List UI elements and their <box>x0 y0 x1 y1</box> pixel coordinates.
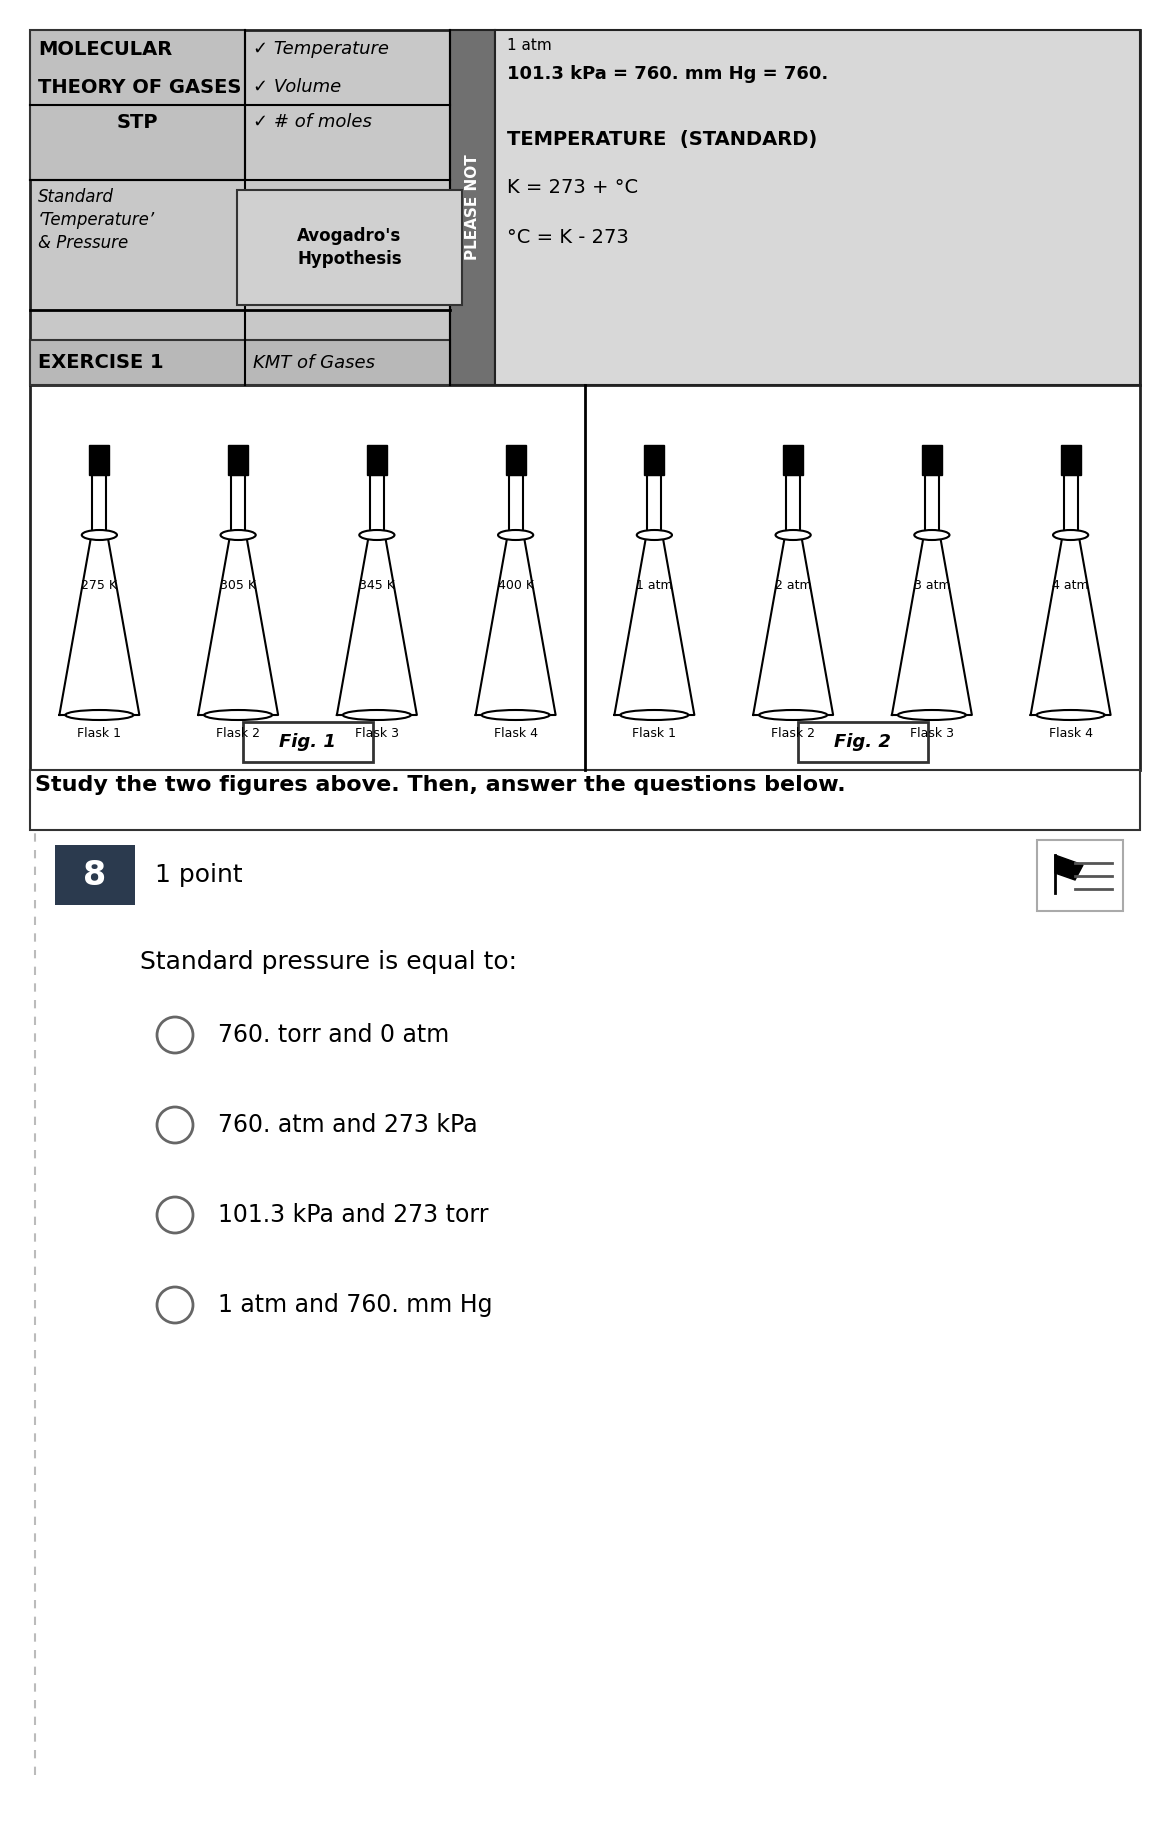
Polygon shape <box>647 474 661 535</box>
Text: STP: STP <box>117 113 159 131</box>
Text: Flask 1: Flask 1 <box>632 726 676 739</box>
Text: Flask 4: Flask 4 <box>493 726 538 739</box>
Bar <box>30 29 1140 385</box>
Polygon shape <box>1031 535 1111 715</box>
Text: 101.3 kPa and 273 torr: 101.3 kPa and 273 torr <box>218 1203 489 1226</box>
Polygon shape <box>645 445 665 475</box>
Text: Standard
‘Temperature’
& Pressure: Standard ‘Temperature’ & Pressure <box>38 188 155 252</box>
Text: Flask 2: Flask 2 <box>771 726 815 739</box>
Text: Avogadro's
Hypothesis: Avogadro's Hypothesis <box>297 226 402 268</box>
Text: ✓ Temperature: ✓ Temperature <box>253 40 389 58</box>
Text: ✓ Volume: ✓ Volume <box>253 78 342 97</box>
Text: 275 K: 275 K <box>82 579 118 591</box>
Bar <box>30 29 245 181</box>
Polygon shape <box>92 474 106 535</box>
Ellipse shape <box>204 710 272 721</box>
Ellipse shape <box>637 529 672 540</box>
Polygon shape <box>1055 854 1083 880</box>
Polygon shape <box>476 535 556 715</box>
Circle shape <box>157 1287 194 1323</box>
Ellipse shape <box>1037 710 1104 721</box>
Text: 400 K: 400 K <box>498 579 534 591</box>
Text: Flask 2: Flask 2 <box>216 726 260 739</box>
Bar <box>30 770 1140 830</box>
Bar <box>55 845 135 905</box>
Text: TEMPERATURE  (STANDARD): TEMPERATURE (STANDARD) <box>507 130 817 150</box>
Text: Study the two figures above. Then, answer the questions below.: Study the two figures above. Then, answe… <box>35 776 845 796</box>
Polygon shape <box>922 445 942 475</box>
Bar <box>30 339 450 385</box>
Polygon shape <box>370 474 384 535</box>
Ellipse shape <box>1053 529 1088 540</box>
Text: THEORY OF GASES: THEORY OF GASES <box>38 78 241 97</box>
Polygon shape <box>614 535 695 715</box>
Text: 760. atm and 273 kPa: 760. atm and 273 kPa <box>218 1113 478 1137</box>
Text: Fig. 1: Fig. 1 <box>279 734 336 752</box>
Polygon shape <box>508 474 522 535</box>
Ellipse shape <box>620 710 688 721</box>
Text: PLEASE NOT: PLEASE NOT <box>465 155 480 261</box>
Polygon shape <box>892 535 972 715</box>
Ellipse shape <box>82 529 117 540</box>
Polygon shape <box>1063 474 1077 535</box>
Text: 1 point: 1 point <box>155 863 243 887</box>
Text: ✓ # of moles: ✓ # of moles <box>253 113 372 131</box>
Text: 1 atm: 1 atm <box>507 38 552 53</box>
Polygon shape <box>229 445 248 475</box>
Text: MOLECULAR: MOLECULAR <box>38 40 173 58</box>
Ellipse shape <box>914 529 949 540</box>
Text: 3 atm: 3 atm <box>914 579 950 591</box>
Bar <box>237 190 462 305</box>
Ellipse shape <box>343 710 410 721</box>
Bar <box>30 385 1140 770</box>
Text: EXERCISE 1: EXERCISE 1 <box>38 352 163 372</box>
Text: Standard pressure is equal to:: Standard pressure is equal to: <box>140 951 517 975</box>
Polygon shape <box>506 445 526 475</box>
Ellipse shape <box>65 710 133 721</box>
Circle shape <box>157 1017 194 1053</box>
Circle shape <box>157 1197 194 1234</box>
Polygon shape <box>784 445 803 475</box>
Polygon shape <box>59 535 140 715</box>
Text: °C = K - 273: °C = K - 273 <box>507 228 628 246</box>
Ellipse shape <box>498 529 533 540</box>
Bar <box>798 723 927 763</box>
Polygon shape <box>337 535 417 715</box>
Text: 2 atm: 2 atm <box>775 579 812 591</box>
Text: Flask 1: Flask 1 <box>77 726 121 739</box>
Bar <box>450 29 496 385</box>
Text: 305 K: 305 K <box>220 579 257 591</box>
Text: KMT of Gases: KMT of Gases <box>253 354 375 372</box>
Polygon shape <box>1061 445 1081 475</box>
Ellipse shape <box>759 710 827 721</box>
Bar <box>243 723 372 763</box>
Ellipse shape <box>482 710 549 721</box>
Polygon shape <box>367 445 387 475</box>
Text: 1 atm and 760. mm Hg: 1 atm and 760. mm Hg <box>218 1292 492 1318</box>
Polygon shape <box>786 474 800 535</box>
Text: Flask 3: Flask 3 <box>354 726 399 739</box>
Ellipse shape <box>359 529 394 540</box>
FancyBboxPatch shape <box>1037 840 1123 911</box>
Ellipse shape <box>898 710 965 721</box>
Polygon shape <box>753 535 834 715</box>
Polygon shape <box>231 474 245 535</box>
Text: 760. torr and 0 atm: 760. torr and 0 atm <box>218 1024 449 1048</box>
Text: Flask 3: Flask 3 <box>909 726 954 739</box>
Ellipse shape <box>775 529 810 540</box>
Bar <box>496 29 1140 385</box>
Text: 8: 8 <box>84 858 106 891</box>
Text: 345 K: 345 K <box>359 579 395 591</box>
Text: Flask 4: Flask 4 <box>1048 726 1093 739</box>
Polygon shape <box>90 445 110 475</box>
Text: 1 atm: 1 atm <box>637 579 673 591</box>
Ellipse shape <box>220 529 255 540</box>
Polygon shape <box>198 535 279 715</box>
Polygon shape <box>925 474 939 535</box>
Text: 101.3 kPa = 760. mm Hg = 760.: 101.3 kPa = 760. mm Hg = 760. <box>507 66 828 82</box>
Text: K = 273 + °C: K = 273 + °C <box>507 179 638 197</box>
Text: 4 atm: 4 atm <box>1052 579 1089 591</box>
Text: Fig. 2: Fig. 2 <box>834 734 891 752</box>
Circle shape <box>157 1108 194 1142</box>
